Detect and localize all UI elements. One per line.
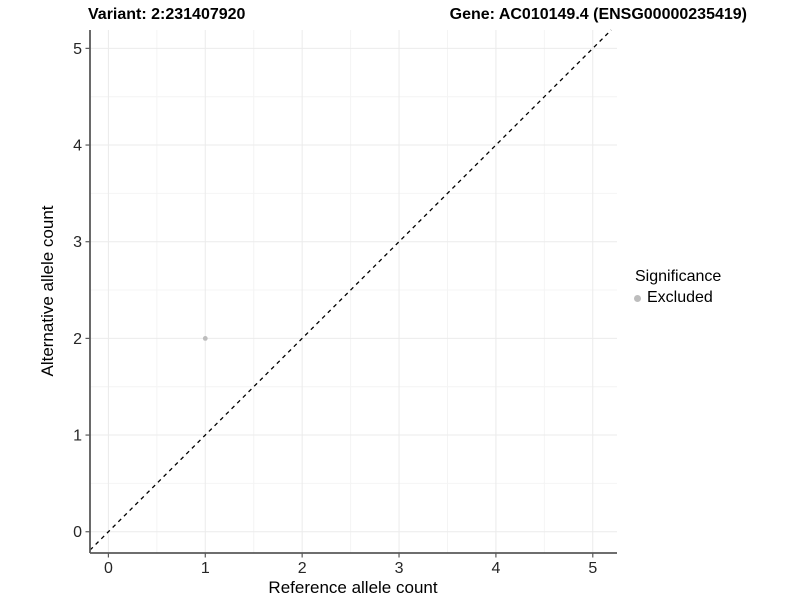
y-tick-label: 0 (73, 524, 82, 541)
y-tick-label: 4 (73, 138, 82, 155)
legend-dot-icon (634, 294, 641, 302)
legend: Significance Excluded (632, 268, 721, 307)
plot-title-gene: Gene: AC010149.4 (ENSG00000235419) (449, 6, 747, 23)
x-tick-label: 0 (104, 560, 113, 577)
y-tick-label: 3 (73, 234, 82, 251)
legend-entry-label: Excluded (647, 289, 713, 306)
data-point (202, 335, 208, 341)
legend-entry-excluded: Excluded (632, 289, 721, 307)
y-axis-title: Alternative allele count (38, 205, 57, 377)
y-tick-label: 5 (73, 41, 82, 58)
x-tick-label: 3 (395, 560, 404, 577)
y-tick-label: 2 (73, 331, 82, 348)
x-tick-label: 5 (588, 560, 597, 577)
identity-line (89, 29, 612, 551)
plot-title-variant: Variant: 2:231407920 (88, 6, 246, 23)
x-tick-label: 1 (201, 560, 210, 577)
y-tick-label: 1 (73, 428, 82, 445)
legend-title: Significance (635, 268, 722, 285)
x-axis-title: Reference allele count (268, 578, 438, 597)
x-tick-label: 2 (298, 560, 307, 577)
x-tick-label: 4 (491, 560, 500, 577)
